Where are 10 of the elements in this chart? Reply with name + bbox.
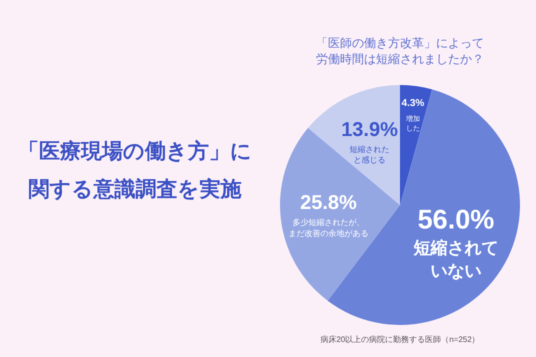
subtitle: 「医師の働き方改革」によって労働時間は短縮されましたか？ xyxy=(316,36,484,66)
annotation: 病床20以上の病院に勤務する医師（n=252） xyxy=(320,335,480,344)
category: 短縮されていない xyxy=(413,238,498,281)
data-label: 25.8% xyxy=(300,192,357,214)
category: 短縮されたと感じる xyxy=(350,144,390,165)
title: 「医療現場の働き方」に関する意識調査を実施 xyxy=(18,140,252,201)
data-label: 4.3% xyxy=(402,98,424,109)
category: 多少短縮されたが、まだ改善の余地がある xyxy=(288,218,368,238)
data-label: 13.9% xyxy=(341,118,398,141)
data-label: 56.0% xyxy=(418,204,494,235)
